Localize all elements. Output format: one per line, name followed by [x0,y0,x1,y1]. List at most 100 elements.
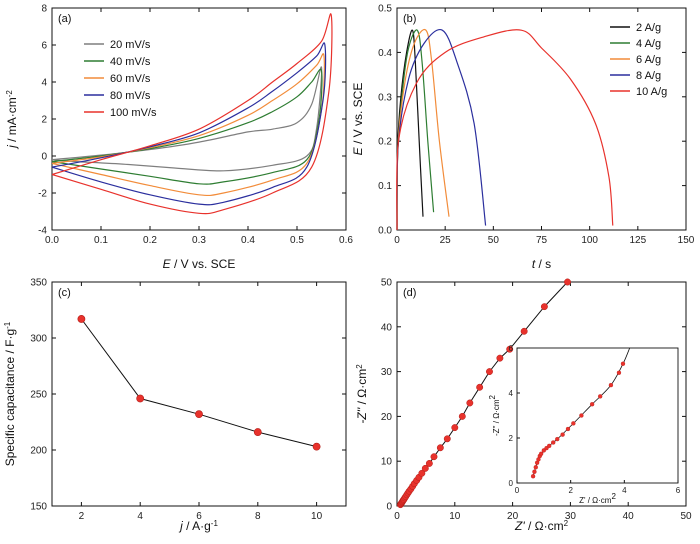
inset-x-label: Z' / Ω·cm2 [579,492,616,506]
x-tick-label: 40 [623,511,635,522]
nyquist-point [520,327,528,335]
cv-curves [52,13,333,215]
y-tick-label: 0.1 [378,181,392,192]
x-tick-label: 100 [581,235,598,246]
legend: 20 mV/s 40 mV/s 60 mV/s 80 mV/s 100 mV/s [84,39,157,119]
x-axis-label: E / V vs. SCE [163,257,236,271]
cv-series-line [52,53,325,197]
y-tick-label: 250 [30,390,47,401]
y-tick-label: 0 [41,152,47,163]
legend-entry: 2 A/g [636,22,661,34]
x-tick-label: 50 [488,235,500,246]
x-axis-label-text: j / A·g-1 [178,519,218,534]
nyquist-point [466,399,474,407]
inset-point [598,394,603,399]
nyquist-point [451,424,459,432]
x-axis-label-main: t [532,257,536,271]
legend-entry: 8 A/g [636,70,661,82]
x-tick-label: 0.0 [45,235,59,246]
gcd-series-line [396,28,487,231]
capacitance-point [312,442,321,451]
x-axis-label: t / s [532,257,551,271]
y-axis-label-text: j / mA·cm-2 [5,90,20,150]
nyquist-point [443,435,451,443]
y-tick-label: 0.4 [378,48,392,59]
x-tick-label: 0 [394,511,400,522]
y-axis-label: E / V vs. SCE [351,83,365,156]
y-axis-label-text: -Z'' / Ω·cm2 [355,364,370,424]
inset-y-tick-label: 2 [509,434,514,443]
inset-point [571,421,576,426]
x-tick-label: 0.3 [192,235,206,246]
x-tick-label: 2 [79,511,85,522]
capacitance-point [195,410,203,419]
y-axis-label: j / mA·cm-2 [5,90,20,150]
inset-point [565,426,571,432]
inset-point [589,402,595,407]
panel-a: 0.0 0.1 0.2 0.3 0.4 0.5 0.6 -4 -2 0 2 4 6 8 (a) 20 mV/s… [5,4,354,272]
y-tick-label: 20 [381,412,393,423]
capacitance-point [253,428,262,436]
x-tick-label: 50 [680,511,692,522]
x-tick-label: 150 [678,235,695,246]
gcd-curves [396,28,614,231]
inset-x-label-rest: Z' / Ω·cm [579,496,612,505]
plot-frame [51,281,347,507]
panel-label: (a) [58,13,71,25]
inset-x-label-sup: 2 [611,492,616,501]
x-axis-label: Z' / Ω·cm2 [514,519,569,534]
x-axis-label-sup: -1 [211,519,219,528]
legend-entry: 60 mV/s [110,73,151,85]
x-tick-label: 10 [449,511,461,522]
y-tick-label: -2 [38,189,47,200]
inset-x-tick-label: 6 [676,486,681,495]
inset-y-label: -Z'' / Ω·cm2 [488,394,502,436]
y-tick-label: 4 [41,78,47,89]
capacitance-point [77,315,86,323]
y-tick-label: 150 [30,502,47,513]
y-tick-label: 0 [386,502,392,513]
nyquist-point [430,453,438,461]
legend-entry: 10 A/g [636,86,667,98]
y-axis-label: -Z'' / Ω·cm2 [355,364,370,424]
nyquist-point [540,303,548,311]
inset-point [620,361,626,366]
x-tick-label: 0.2 [143,235,157,246]
legend-entry: 4 A/g [636,38,661,50]
y-axis-label-sup: -1 [3,321,12,329]
y-axis-label-rest: / V vs. SCE [351,83,365,148]
inset-point [539,451,544,456]
x-axis-label-sup: 2 [564,519,569,528]
y-axis-label-rest: / mA·cm [5,97,19,145]
x-axis-label-text: E / V vs. SCE [163,257,236,271]
y-axis-label-main: j [5,145,19,150]
inset-y-label-rest: -Z'' / Ω·cm [492,399,501,436]
gcd-series-line [396,29,614,231]
cv-series-line [52,13,333,215]
panel-label: (b) [403,13,416,25]
y-tick-label: 30 [381,367,393,378]
y-axis-label-text: Specific capacitance / F·g-1 [3,321,18,466]
y-tick-label: 300 [30,334,47,345]
inset-point [533,465,538,470]
x-axis-label-text: t / s [532,257,551,271]
x-axis-label-rest: / Ω·cm [525,519,564,533]
plot-frame [396,281,687,507]
cv-series-line [52,42,327,206]
x-tick-label: 0.5 [290,235,304,246]
x-tick-label: 0.4 [241,235,255,246]
inset-series [530,348,631,479]
x-tick-label: 0.1 [94,235,108,246]
inset-point [530,474,536,479]
y-tick-label: 2 [41,115,47,126]
inset-point [608,382,614,388]
y-tick-label: -4 [38,226,47,237]
inset-point [551,440,556,445]
x-axis-label-rest: / V vs. SCE [171,257,236,271]
x-tick-label: 20 [507,511,519,522]
nyquist-point [506,345,514,353]
